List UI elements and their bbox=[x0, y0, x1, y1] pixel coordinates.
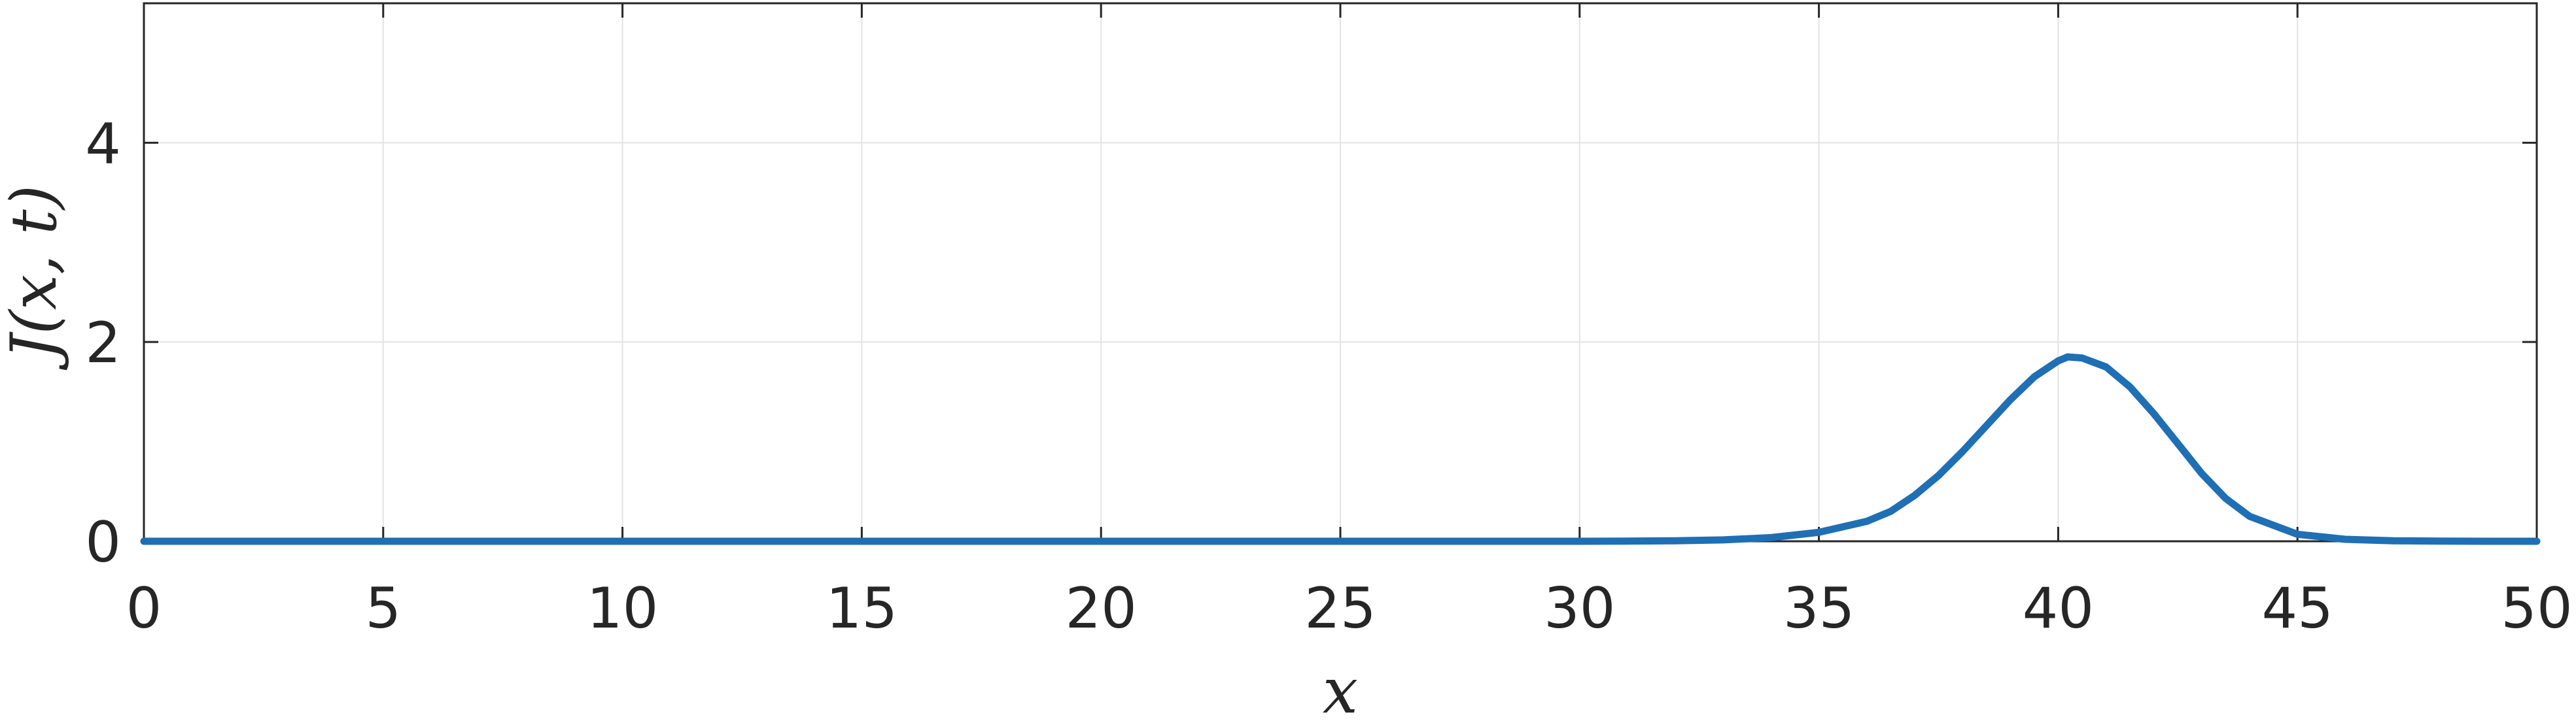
x-tick-label: 40 bbox=[2023, 576, 2094, 641]
series-group bbox=[140, 353, 2541, 545]
x-axis-label: x bbox=[1323, 654, 1358, 723]
x-tick-label: 25 bbox=[1304, 576, 1376, 641]
y-axis-label: J(x, t) bbox=[0, 185, 71, 371]
x-tick-label: 10 bbox=[587, 576, 658, 641]
x-tick-label: 45 bbox=[2261, 576, 2333, 641]
y-tick-label: 2 bbox=[85, 311, 121, 376]
x-tick-label: 50 bbox=[2501, 576, 2572, 641]
tick-labels: 0 5 10 15 20 25 30 35 40 45 50 0 2 4 bbox=[85, 111, 2572, 641]
grid-lines bbox=[143, 3, 2537, 541]
series-line bbox=[140, 353, 2541, 545]
x-tick-label: 20 bbox=[1065, 576, 1136, 641]
x-tick-label: 0 bbox=[126, 576, 162, 641]
x-tick-label: 30 bbox=[1544, 576, 1615, 641]
x-tick-label: 15 bbox=[826, 576, 897, 641]
x-tick-label: 35 bbox=[1783, 576, 1854, 641]
y-tick-label: 0 bbox=[85, 510, 121, 575]
x-tick-label: 5 bbox=[365, 576, 401, 641]
y-tick-label: 4 bbox=[85, 111, 121, 177]
